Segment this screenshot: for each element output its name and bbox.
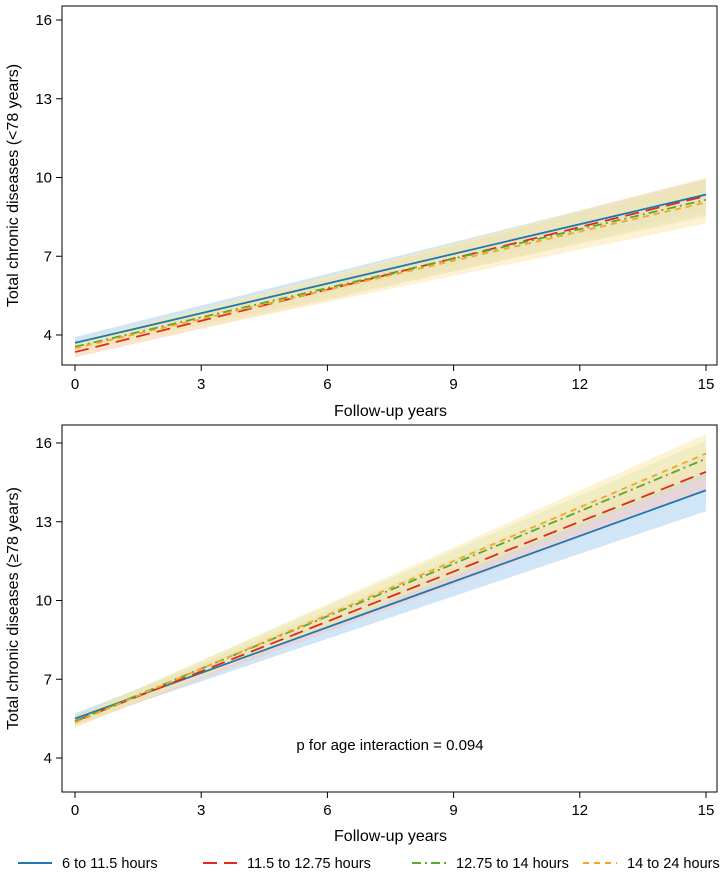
x-tick-label: 15 — [698, 802, 715, 819]
x-tick-label: 6 — [323, 376, 331, 393]
series-line-3 — [74, 198, 707, 348]
x-tick-label: 12 — [571, 802, 588, 819]
ci-band-4 — [75, 433, 706, 728]
y-tick-label: 10 — [35, 593, 52, 610]
y-tick-label: 16 — [35, 435, 52, 452]
chart-panel-1: 0 3 6 9 12 15 4 7 10 13 16 Follow-up years Total chr… — [5, 5, 718, 420]
y-axis-title: Total chronic diseases (≥78 years) — [5, 487, 22, 730]
series-line-1 — [74, 193, 707, 344]
legend-label-2: 11.5 to 12.75 hours — [247, 856, 371, 872]
annotation-text: p for age interaction = 0.094 — [296, 737, 483, 754]
legend-label-4: 14 to 24 hours — [627, 856, 720, 872]
x-tick-label: 3 — [197, 802, 205, 819]
legend: 6 to 11.5 hours 11.5 to 12.75 hours 12.75 … — [18, 856, 720, 872]
legend-label-3: 12.75 to 14 hours — [456, 856, 569, 872]
x-tick-label: 0 — [71, 376, 79, 393]
y-tick-label: 13 — [35, 514, 52, 531]
x-tick-label: 3 — [197, 376, 205, 393]
x-axis-title: Follow-up years — [334, 828, 447, 845]
y-tick-label: 7 — [44, 248, 52, 265]
x-tick-label: 0 — [71, 802, 79, 819]
y-tick-label: 7 — [44, 671, 52, 688]
plot-frame — [61, 5, 718, 366]
x-tick-label: 9 — [449, 376, 457, 393]
legend-label-1: 6 to 11.5 hours — [62, 856, 158, 872]
series-line-4 — [74, 452, 707, 724]
y-tick-label: 10 — [35, 170, 52, 187]
x-tick-label: 12 — [571, 376, 588, 393]
series-line-2 — [74, 471, 707, 723]
x-tick-label: 15 — [698, 376, 715, 393]
x-tick-label: 9 — [449, 802, 457, 819]
y-axis-title: Total chronic diseases (<78 years) — [5, 64, 22, 307]
x-tick-label: 6 — [323, 802, 331, 819]
y-tick-label: 16 — [35, 12, 52, 29]
y-tick-label: 4 — [44, 327, 52, 344]
chart-panel-2: 0 3 6 9 12 15 4 7 10 13 16 Follow-up years Total chr… — [5, 424, 718, 845]
y-tick-label: 13 — [35, 91, 52, 108]
y-tick-label: 4 — [44, 750, 52, 767]
x-axis-title: Follow-up years — [334, 403, 447, 420]
ci-band-4 — [75, 177, 706, 355]
series-line-4 — [74, 201, 707, 350]
